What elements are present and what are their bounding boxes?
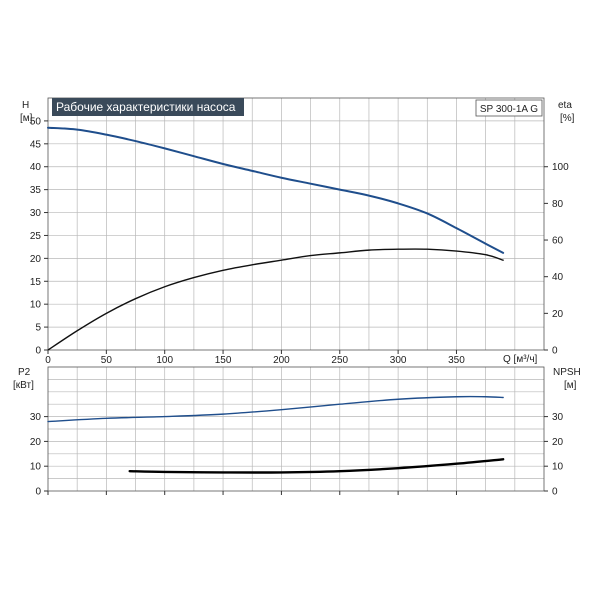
model-label-box: [475, 99, 543, 117]
x-tick-label: 350: [448, 355, 465, 366]
bottom-tick-labels: 0 10 20 30 0 10 20 30: [30, 412, 564, 497]
npsh-tick-label: 0: [552, 487, 558, 498]
power-p2-curve: [47, 395, 504, 423]
y-tick-label: 10: [30, 300, 42, 311]
npsh-tick-label: 10: [552, 462, 564, 473]
x-tick-label: 150: [215, 355, 232, 366]
top-tick-labels: 0 50 100 150 200 250 300 3500510152025303540455…: [30, 116, 569, 366]
y2-axis-unit-eta: [%]: [560, 113, 575, 124]
x-tick-label: 50: [101, 355, 113, 366]
y2-axis-label-npsh: NPSH: [553, 367, 581, 378]
y-tick-label: 20: [30, 254, 42, 265]
title-box: [52, 98, 244, 116]
p2-tick-label: 30: [30, 412, 42, 423]
y-tick-label: 45: [30, 139, 42, 150]
y-tick-label: 50: [30, 116, 42, 127]
y2-tick-label: 40: [552, 272, 564, 283]
bottom-plot-frame: [47, 366, 545, 492]
y2-axis-label-eta: eta: [558, 100, 572, 111]
y2-tick-label: 20: [552, 309, 564, 320]
y-tick-label: 35: [30, 185, 42, 196]
x-tick-label: 300: [390, 355, 407, 366]
y-tick-label: 25: [30, 231, 42, 242]
x-tick-label: 200: [273, 355, 290, 366]
x-axis-label-q: Q [м³/ч]: [503, 354, 538, 365]
x-tick-label: 250: [331, 355, 348, 366]
y2-tick-label: 80: [552, 199, 564, 210]
top-series-layer: [47, 126, 505, 351]
y-tick-label: 15: [30, 277, 42, 288]
y-axis-unit-h: [м]: [20, 113, 33, 124]
y2-axis-unit-npsh: [м]: [564, 380, 577, 391]
bottom-grid: [48, 367, 544, 491]
y2-tick-label: 60: [552, 236, 564, 247]
x-tick-label: 0: [45, 355, 51, 366]
p2-tick-label: 0: [35, 487, 41, 498]
head-curve: [47, 126, 505, 254]
npsh-tick-label: 30: [552, 412, 564, 423]
y2-tick-label: 0: [552, 346, 558, 357]
top-grid: [48, 98, 544, 350]
bottom-series-layer: [47, 395, 505, 474]
y-axis-label-p2: P2: [18, 367, 31, 378]
npsh-curve: [128, 458, 505, 474]
p2-tick-label: 20: [30, 437, 42, 448]
x-tick-label: 100: [156, 355, 173, 366]
p2-tick-label: 10: [30, 462, 42, 473]
y-tick-label: 5: [35, 323, 41, 334]
head-efficiency-panel: 0 50 100 150 200 250 300 3500510152025303540455…: [20, 97, 575, 366]
y-tick-label: 0: [35, 346, 41, 357]
npsh-tick-label: 20: [552, 437, 564, 448]
y-tick-label: 30: [30, 208, 42, 219]
chart-title: Рабочие характеристики насоса: [56, 100, 236, 114]
model-label: SP 300-1A G: [480, 104, 538, 115]
y-axis-unit-p2: [кВт]: [13, 380, 34, 391]
power-npsh-panel: 0 10 20 30 0 10 20 30 P2 [кВт] NPSH [м]: [13, 366, 581, 498]
top-plot-frame: [47, 97, 545, 351]
y2-tick-label: 100: [552, 162, 569, 173]
y-axis-label-h: H: [22, 100, 29, 111]
efficiency-curve: [47, 248, 504, 351]
y-tick-label: 40: [30, 162, 42, 173]
